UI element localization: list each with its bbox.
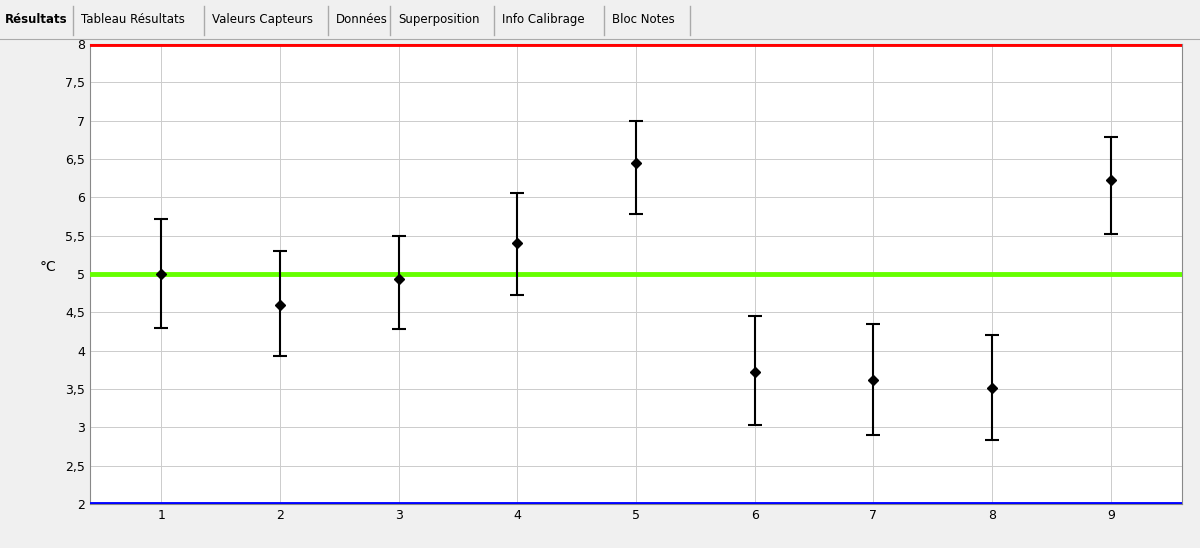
Y-axis label: °C: °C (40, 260, 56, 274)
Text: Superposition: Superposition (398, 13, 480, 26)
Text: Bloc Notes: Bloc Notes (612, 13, 674, 26)
Text: Tableau Résultats: Tableau Résultats (82, 13, 185, 26)
Text: Résultats: Résultats (5, 13, 67, 26)
Text: Info Calibrage: Info Calibrage (502, 13, 584, 26)
Text: Valeurs Capteurs: Valeurs Capteurs (211, 13, 313, 26)
Text: Données: Données (336, 13, 388, 26)
